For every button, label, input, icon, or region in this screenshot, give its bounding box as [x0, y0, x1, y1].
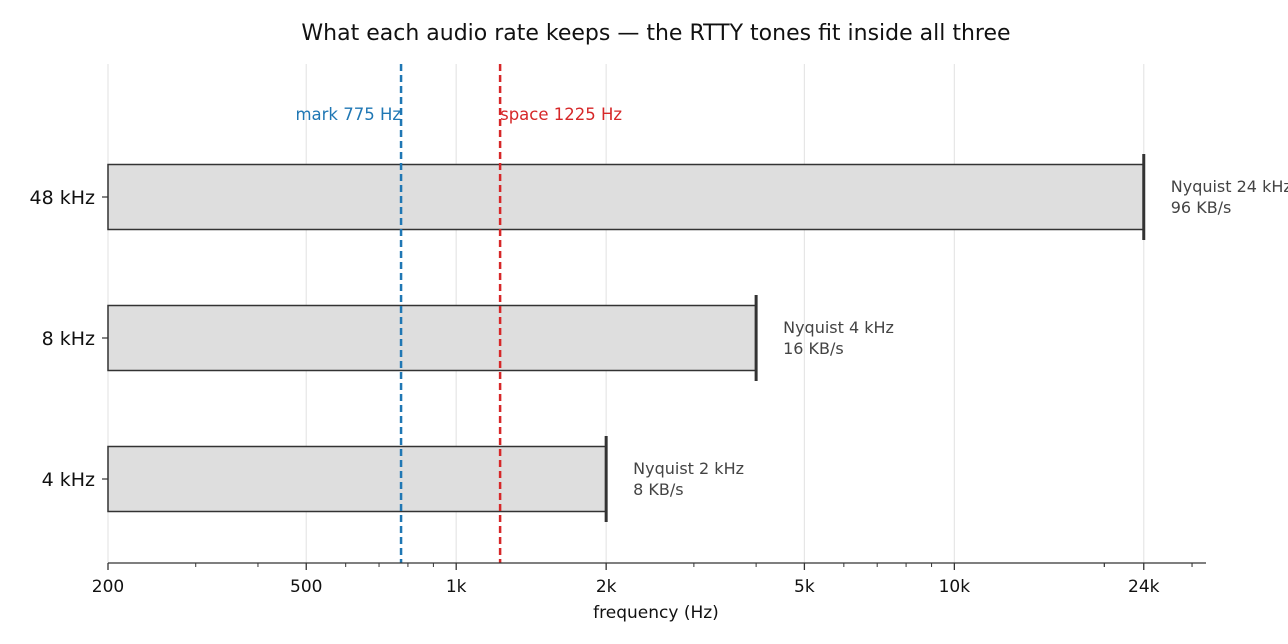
reference-line-label: mark 775 Hz [295, 105, 401, 124]
bar-annotation: Nyquist 24 kHz [1171, 177, 1288, 196]
x-tick-label: 2k [596, 577, 617, 597]
y-tick-label: 8 kHz [42, 328, 95, 350]
reference-lines: mark 775 Hz space 1225 Hz [295, 64, 622, 563]
y-axis: 48 kHz 8 kHz 4 kHz [30, 187, 108, 491]
bar-annotation: 8 KB/s [633, 480, 683, 499]
x-tick-label: 10k [939, 577, 971, 597]
chart-title: What each audio rate keeps — the RTTY to… [301, 21, 1010, 46]
bars: Nyquist 24 kHz 96 KB/s Nyquist 4 kHz 16 KB/… [107, 154, 1288, 522]
reference-line-label: space 1225 Hz [500, 105, 622, 124]
y-tick-label: 48 kHz [30, 187, 96, 209]
bar-annotation: Nyquist 2 kHz [633, 459, 744, 478]
bar-annotation: Nyquist 4 kHz [783, 318, 894, 337]
bar [107, 304, 757, 372]
bar [107, 445, 607, 513]
x-tick-label: 1k [446, 577, 467, 597]
x-tick-label: 500 [290, 577, 322, 597]
y-tick-label: 4 kHz [42, 469, 95, 491]
x-tick-label: 24k [1128, 577, 1160, 597]
bar-annotation: 16 KB/s [783, 339, 844, 358]
x-tick-label: 5k [794, 577, 815, 597]
x-tick-label: 200 [92, 577, 124, 597]
x-axis-label: frequency (Hz) [593, 603, 719, 623]
bar-annotation: 96 KB/s [1171, 198, 1232, 217]
bar [107, 163, 1145, 231]
x-axis: 200 500 1k 2k 5k 10k 24k [92, 562, 1206, 597]
